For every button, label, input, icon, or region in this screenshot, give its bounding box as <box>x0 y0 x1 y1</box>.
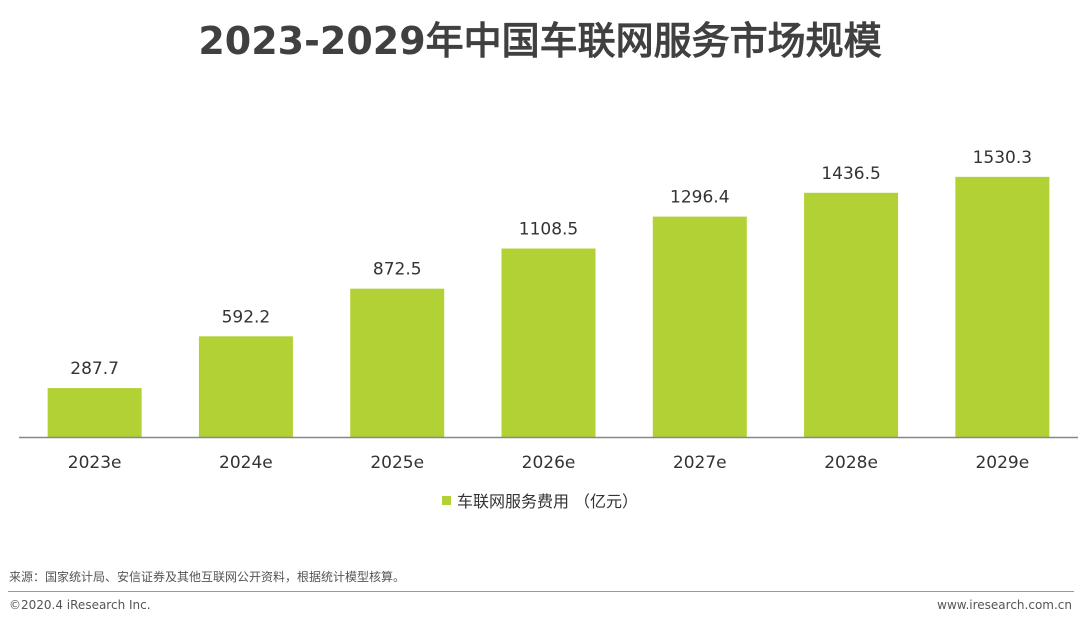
website-link[interactable]: www.iresearch.com.cn <box>937 598 1072 612</box>
bar-2023e <box>47 388 142 437</box>
x-tick-2027e: 2027e <box>673 453 727 473</box>
copyright-text: ©2020.4 iResearch Inc. <box>9 598 151 612</box>
bar-2025e <box>350 288 445 437</box>
data-label-2029e: 1530.3 <box>973 148 1032 168</box>
x-tick-2029e: 2029e <box>975 453 1029 473</box>
data-label-2024e: 592.2 <box>222 307 271 327</box>
data-label-2023e: 287.7 <box>70 359 119 379</box>
chart-legend: 车联网服务费用 （亿元） <box>0 488 1080 512</box>
chart-title: 2023-2029年中国车联网服务市场规模 <box>198 19 882 63</box>
bar-2024e <box>198 336 293 437</box>
x-tick-2025e: 2025e <box>370 453 424 473</box>
legend-swatch <box>441 496 451 505</box>
footer-divider <box>8 591 1074 592</box>
legend-label: 车联网服务费用 （亿元） <box>456 492 639 511</box>
x-tick-2024e: 2024e <box>219 453 273 473</box>
bar-chart: 287.7 2023e 592.2 2024e 872.5 2025e 1108.5 2026… <box>19 148 1078 473</box>
x-tick-2023e: 2023e <box>68 453 122 473</box>
data-label-2027e: 1296.4 <box>670 188 729 208</box>
bar-2027e <box>652 216 747 437</box>
source-note: 来源：国家统计局、安信证券及其他互联网公开资料，根据统计模型核算。 <box>9 570 406 584</box>
x-tick-2026e: 2026e <box>522 453 576 473</box>
x-tick-2028e: 2028e <box>824 453 878 473</box>
bar-2026e <box>501 248 596 437</box>
data-label-2026e: 1108.5 <box>519 220 578 240</box>
data-label-2025e: 872.5 <box>373 260 422 280</box>
data-label-2028e: 1436.5 <box>821 164 880 184</box>
bar-2028e <box>804 192 899 437</box>
bar-2029e <box>955 176 1050 437</box>
